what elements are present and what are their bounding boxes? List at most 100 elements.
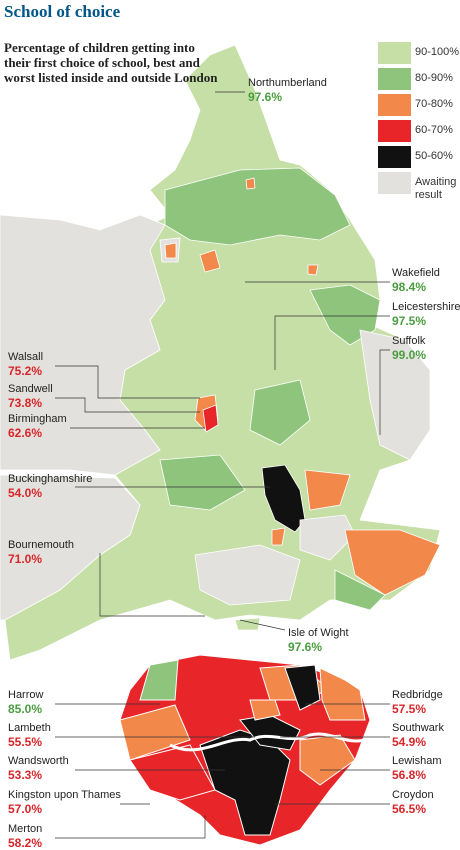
place-name: Harrow [8, 689, 44, 701]
place-name: Birmingham [8, 413, 67, 425]
title: School of choice [4, 2, 121, 21]
place-name: Isle of Wight [288, 627, 349, 639]
place-name: Bournemouth [8, 539, 75, 551]
place-label: Leicestershire 97.5% [392, 300, 460, 328]
region [249, 379, 311, 446]
place-name: Suffolk [392, 335, 426, 347]
place-value: 56.8% [392, 768, 427, 782]
london-map [119, 654, 371, 846]
region [199, 249, 221, 273]
place-name: Northumberland [248, 77, 327, 89]
leader-line [55, 365, 200, 399]
region [307, 264, 319, 276]
place-label: Croydon 56.5% [392, 788, 434, 816]
place-label: Kingston upon Thames 57.0% [8, 788, 121, 816]
place-name: Redbridge [392, 689, 443, 701]
place-value: 53.3% [8, 768, 43, 782]
borough [319, 667, 366, 721]
borough [119, 704, 191, 761]
place-value: 62.6% [8, 426, 43, 440]
place-value: 58.2% [8, 836, 43, 850]
place-label: Wakefield 98.4% [392, 266, 440, 294]
place-value: 54.9% [392, 735, 427, 749]
leader-line [239, 619, 286, 631]
legend-swatch [378, 146, 411, 168]
borough [139, 659, 179, 701]
legend-label: 90-100% [415, 46, 460, 58]
place-label: Lambeth 55.5% [8, 721, 51, 749]
region [245, 177, 256, 190]
place-value: 97.6% [248, 90, 283, 104]
river [169, 732, 366, 752]
place-name: Walsall [8, 351, 44, 363]
subtitle: Percentage of children getting into thei… [4, 40, 218, 85]
place-value: 97.5% [392, 314, 427, 328]
region [202, 404, 219, 433]
place-label: Isle of Wight 97.6% [288, 626, 349, 654]
borough [249, 699, 281, 721]
place-label: Southwark 54.9% [392, 721, 444, 749]
place-value: 73.8% [8, 396, 43, 410]
place-value: 99.0% [392, 348, 427, 362]
region [359, 329, 431, 461]
region [304, 469, 351, 511]
legend-label: 50-60% [415, 150, 453, 162]
place-value: 55.5% [8, 735, 43, 749]
place-label: Bournemouth 71.0% [8, 538, 74, 566]
place-label: Birmingham 62.6% [8, 412, 67, 440]
place-value: 85.0% [8, 702, 43, 716]
region [0, 214, 166, 476]
region [334, 569, 386, 611]
place-name: Lewisham [392, 755, 442, 767]
place-label: Sandwell 73.8% [8, 382, 53, 410]
place-label: Buckinghamshire 54.0% [8, 472, 92, 500]
region [344, 529, 441, 596]
place-label: Merton 58.2% [8, 822, 42, 850]
leader-line [379, 349, 390, 435]
place-name: Wandsworth [8, 755, 69, 767]
place-value: 71.0% [8, 552, 43, 566]
leader-lines [55, 91, 390, 839]
england-map [0, 44, 441, 661]
legend-label: 80-90% [415, 72, 453, 84]
leader-line [274, 315, 390, 370]
region [271, 527, 286, 546]
place-value: 57.0% [8, 802, 43, 816]
region [194, 544, 301, 606]
region [299, 514, 356, 561]
region [234, 617, 261, 631]
legend-label: 70-80% [415, 98, 453, 110]
leader-line [55, 815, 206, 839]
place-name: Buckinghamshire [8, 473, 93, 485]
leader-line [99, 553, 205, 617]
region [159, 454, 246, 511]
place-value: 98.4% [392, 280, 427, 294]
place-name: Southwark [392, 722, 444, 734]
region [164, 167, 351, 246]
place-label: Harrow 85.0% [8, 688, 43, 716]
place-label: Wandsworth 53.3% [8, 754, 69, 782]
place-value: 57.5% [392, 702, 427, 716]
place-label: Suffolk 99.0% [392, 334, 426, 362]
region [164, 242, 177, 259]
place-name: Leicestershire [392, 301, 460, 313]
place-value: 56.5% [392, 802, 427, 816]
place-name: Sandwell [8, 383, 53, 395]
place-name: Croydon [392, 789, 434, 801]
legend-label: Awaiting result [415, 176, 457, 201]
legend-swatch [378, 120, 411, 142]
legend-label: 60-70% [415, 124, 453, 136]
legend-swatch [378, 94, 411, 116]
place-value: 75.2% [8, 364, 43, 378]
place-name: Kingston upon Thames [8, 789, 121, 801]
leader-line [55, 397, 200, 413]
place-name: Wakefield [392, 267, 440, 279]
place-name: Merton [8, 823, 43, 835]
place-label: Northumberland 97.6% [248, 76, 327, 104]
place-label: Walsall 75.2% [8, 350, 43, 378]
legend-swatch [378, 172, 411, 194]
borough [284, 664, 321, 711]
place-value: 97.6% [288, 640, 323, 654]
